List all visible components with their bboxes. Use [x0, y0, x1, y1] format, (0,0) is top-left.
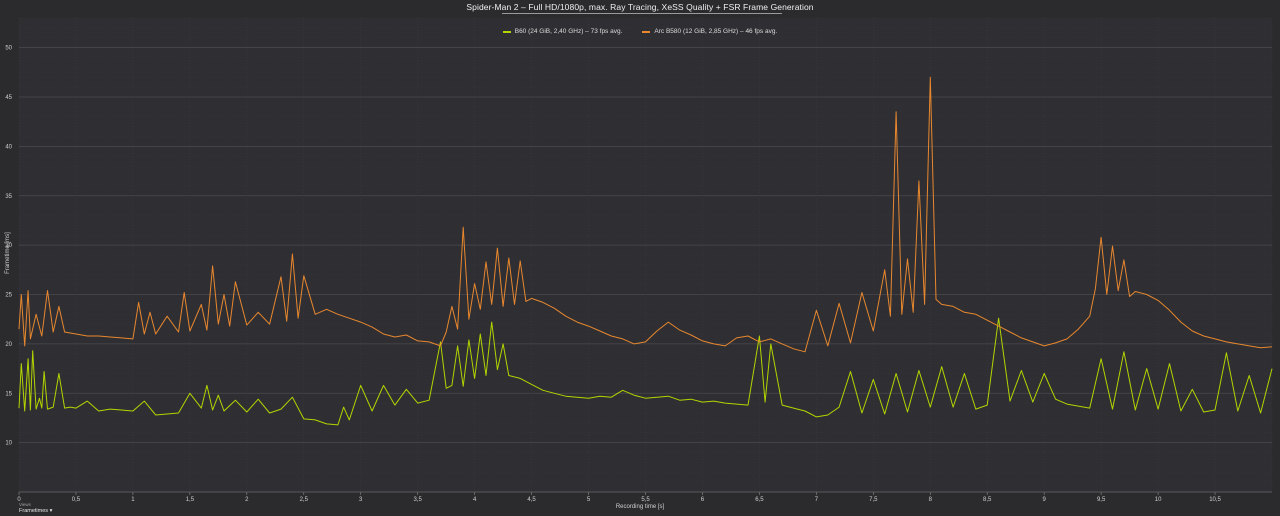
- y-tick-label: 40: [5, 144, 12, 150]
- y-tick-label: 15: [5, 391, 12, 397]
- y-tick-label: 50: [5, 46, 12, 52]
- x-tick-label: 5,5: [641, 497, 650, 503]
- y-tick-label: 10: [5, 441, 12, 447]
- y-axis-label: Frametime [ms]: [5, 232, 11, 274]
- chevron-down-icon: ▾: [49, 508, 53, 514]
- legend-swatch-b60: [502, 30, 511, 33]
- view-dropdown-value: Frametimes: [19, 508, 49, 514]
- chart-title: Spider-Man 2 – Full HD/1080p, max. Ray T…: [466, 2, 814, 12]
- x-tick-label: 7: [815, 497, 819, 503]
- x-tick-label: 0,5: [72, 497, 81, 503]
- x-tick-label: 6: [701, 497, 705, 503]
- x-tick-label: 5: [587, 497, 591, 503]
- x-tick-label: 10: [1155, 497, 1162, 503]
- legend-swatch-arc-b580: [642, 30, 651, 33]
- x-tick-label: 1: [131, 497, 135, 503]
- x-tick-label: 8,5: [983, 497, 992, 503]
- x-tick-label: 9: [1043, 497, 1047, 503]
- y-tick-label: 20: [5, 342, 12, 348]
- y-tick-label: 45: [5, 95, 12, 101]
- legend-label-arc-b580: Arc B580 (12 GiB, 2,85 GHz) – 46 fps avg…: [654, 28, 778, 35]
- view-dropdown[interactable]: Frametimes ▾: [19, 508, 52, 514]
- x-tick-label: 10,5: [1209, 497, 1221, 503]
- title-underline: [502, 13, 782, 14]
- x-tick-label: 4: [473, 497, 477, 503]
- legend-label-b60: B60 (24 GiB, 2,40 GHz) – 73 fps avg.: [514, 28, 623, 35]
- y-tick-label: 30: [5, 243, 12, 249]
- x-axis-label: Recording time [s]: [615, 504, 665, 510]
- views-label: Views: [19, 502, 31, 507]
- legend-item-b60[interactable]: B60 (24 GiB, 2,40 GHz) – 73 fps avg.: [502, 28, 623, 35]
- legend: B60 (24 GiB, 2,40 GHz) – 73 fps avg. Arc…: [0, 28, 1280, 35]
- y-tick-label: 35: [5, 194, 12, 200]
- y-tick-label: 25: [5, 293, 12, 299]
- x-tick-label: 9,5: [1097, 497, 1106, 503]
- series-line-0: [18, 317, 1273, 426]
- x-tick-label: 8: [929, 497, 933, 503]
- legend-item-arc-b580[interactable]: Arc B580 (12 GiB, 2,85 GHz) – 46 fps avg…: [642, 28, 777, 35]
- x-tick-label: 1,5: [186, 497, 195, 503]
- x-tick-label: 3: [359, 497, 363, 503]
- x-tick-label: 4,5: [527, 497, 536, 503]
- x-tick-label: 2,5: [300, 497, 309, 503]
- x-tick-label: 6,5: [755, 497, 764, 503]
- series-line-1: [18, 76, 1273, 353]
- x-tick-label: 3,5: [414, 497, 423, 503]
- x-tick-label: 0: [17, 497, 21, 503]
- x-tick-label: 7,5: [869, 497, 878, 503]
- x-tick-label: 2: [245, 497, 249, 503]
